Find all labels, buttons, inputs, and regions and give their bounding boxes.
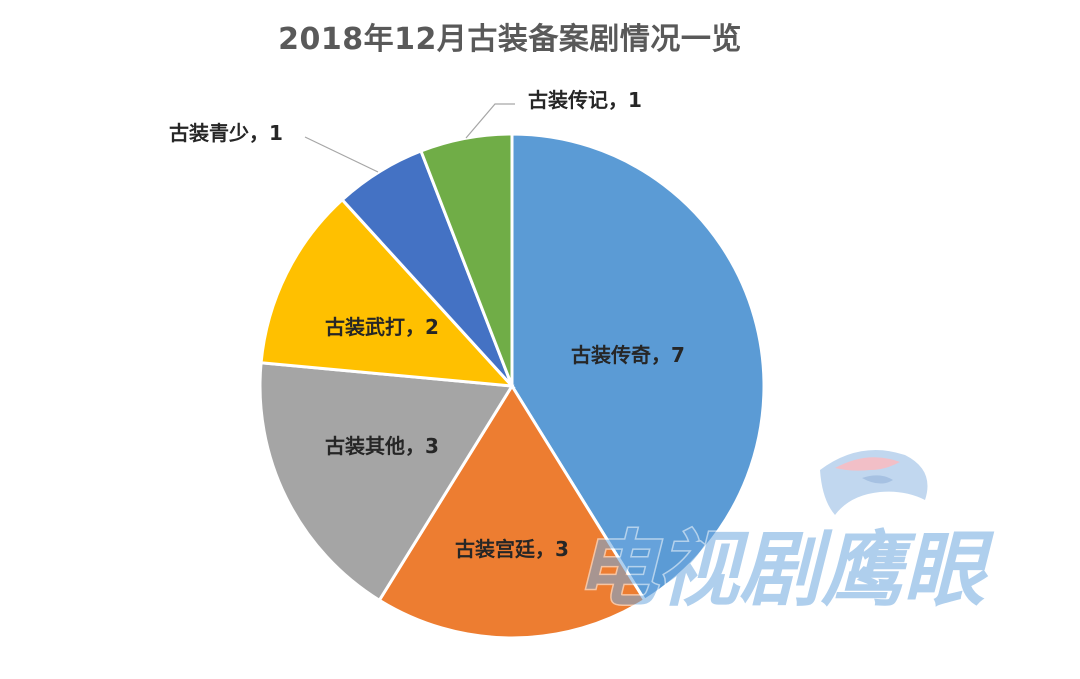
leader-line-5	[304, 136, 379, 173]
slice-labels: 古装传奇，7 古装宫廷，3 古装其他，3 古装武打，2 古装青少，1 古装传记，1	[169, 88, 685, 561]
watermark-logo: 电视剧鹰眼	[574, 450, 997, 620]
slice-label-4: 古装武打，2	[325, 315, 439, 339]
slice-label-6: 古装传记，1	[528, 88, 642, 112]
pie-slice-1	[510, 132, 766, 603]
slice-label-1: 古装传奇，7	[571, 343, 685, 367]
pie-slice-4	[259, 197, 516, 388]
eagle-emblem-icon	[820, 450, 928, 515]
watermark-text: 电视剧鹰眼	[575, 523, 995, 618]
slice-label-5: 古装青少，1	[169, 121, 283, 145]
slice-label-3: 古装其他，3	[325, 434, 439, 458]
slice-label-2: 古装宫廷，3	[455, 537, 569, 561]
pie-slices	[258, 132, 766, 640]
pie-slice-2	[377, 383, 647, 640]
leader-lines	[304, 103, 515, 173]
pie-slice-3	[258, 361, 515, 603]
chart-title: 2018年12月古装备案剧情况一览	[278, 22, 742, 57]
pie-slice-6	[419, 132, 514, 387]
leader-line-6	[465, 103, 515, 139]
